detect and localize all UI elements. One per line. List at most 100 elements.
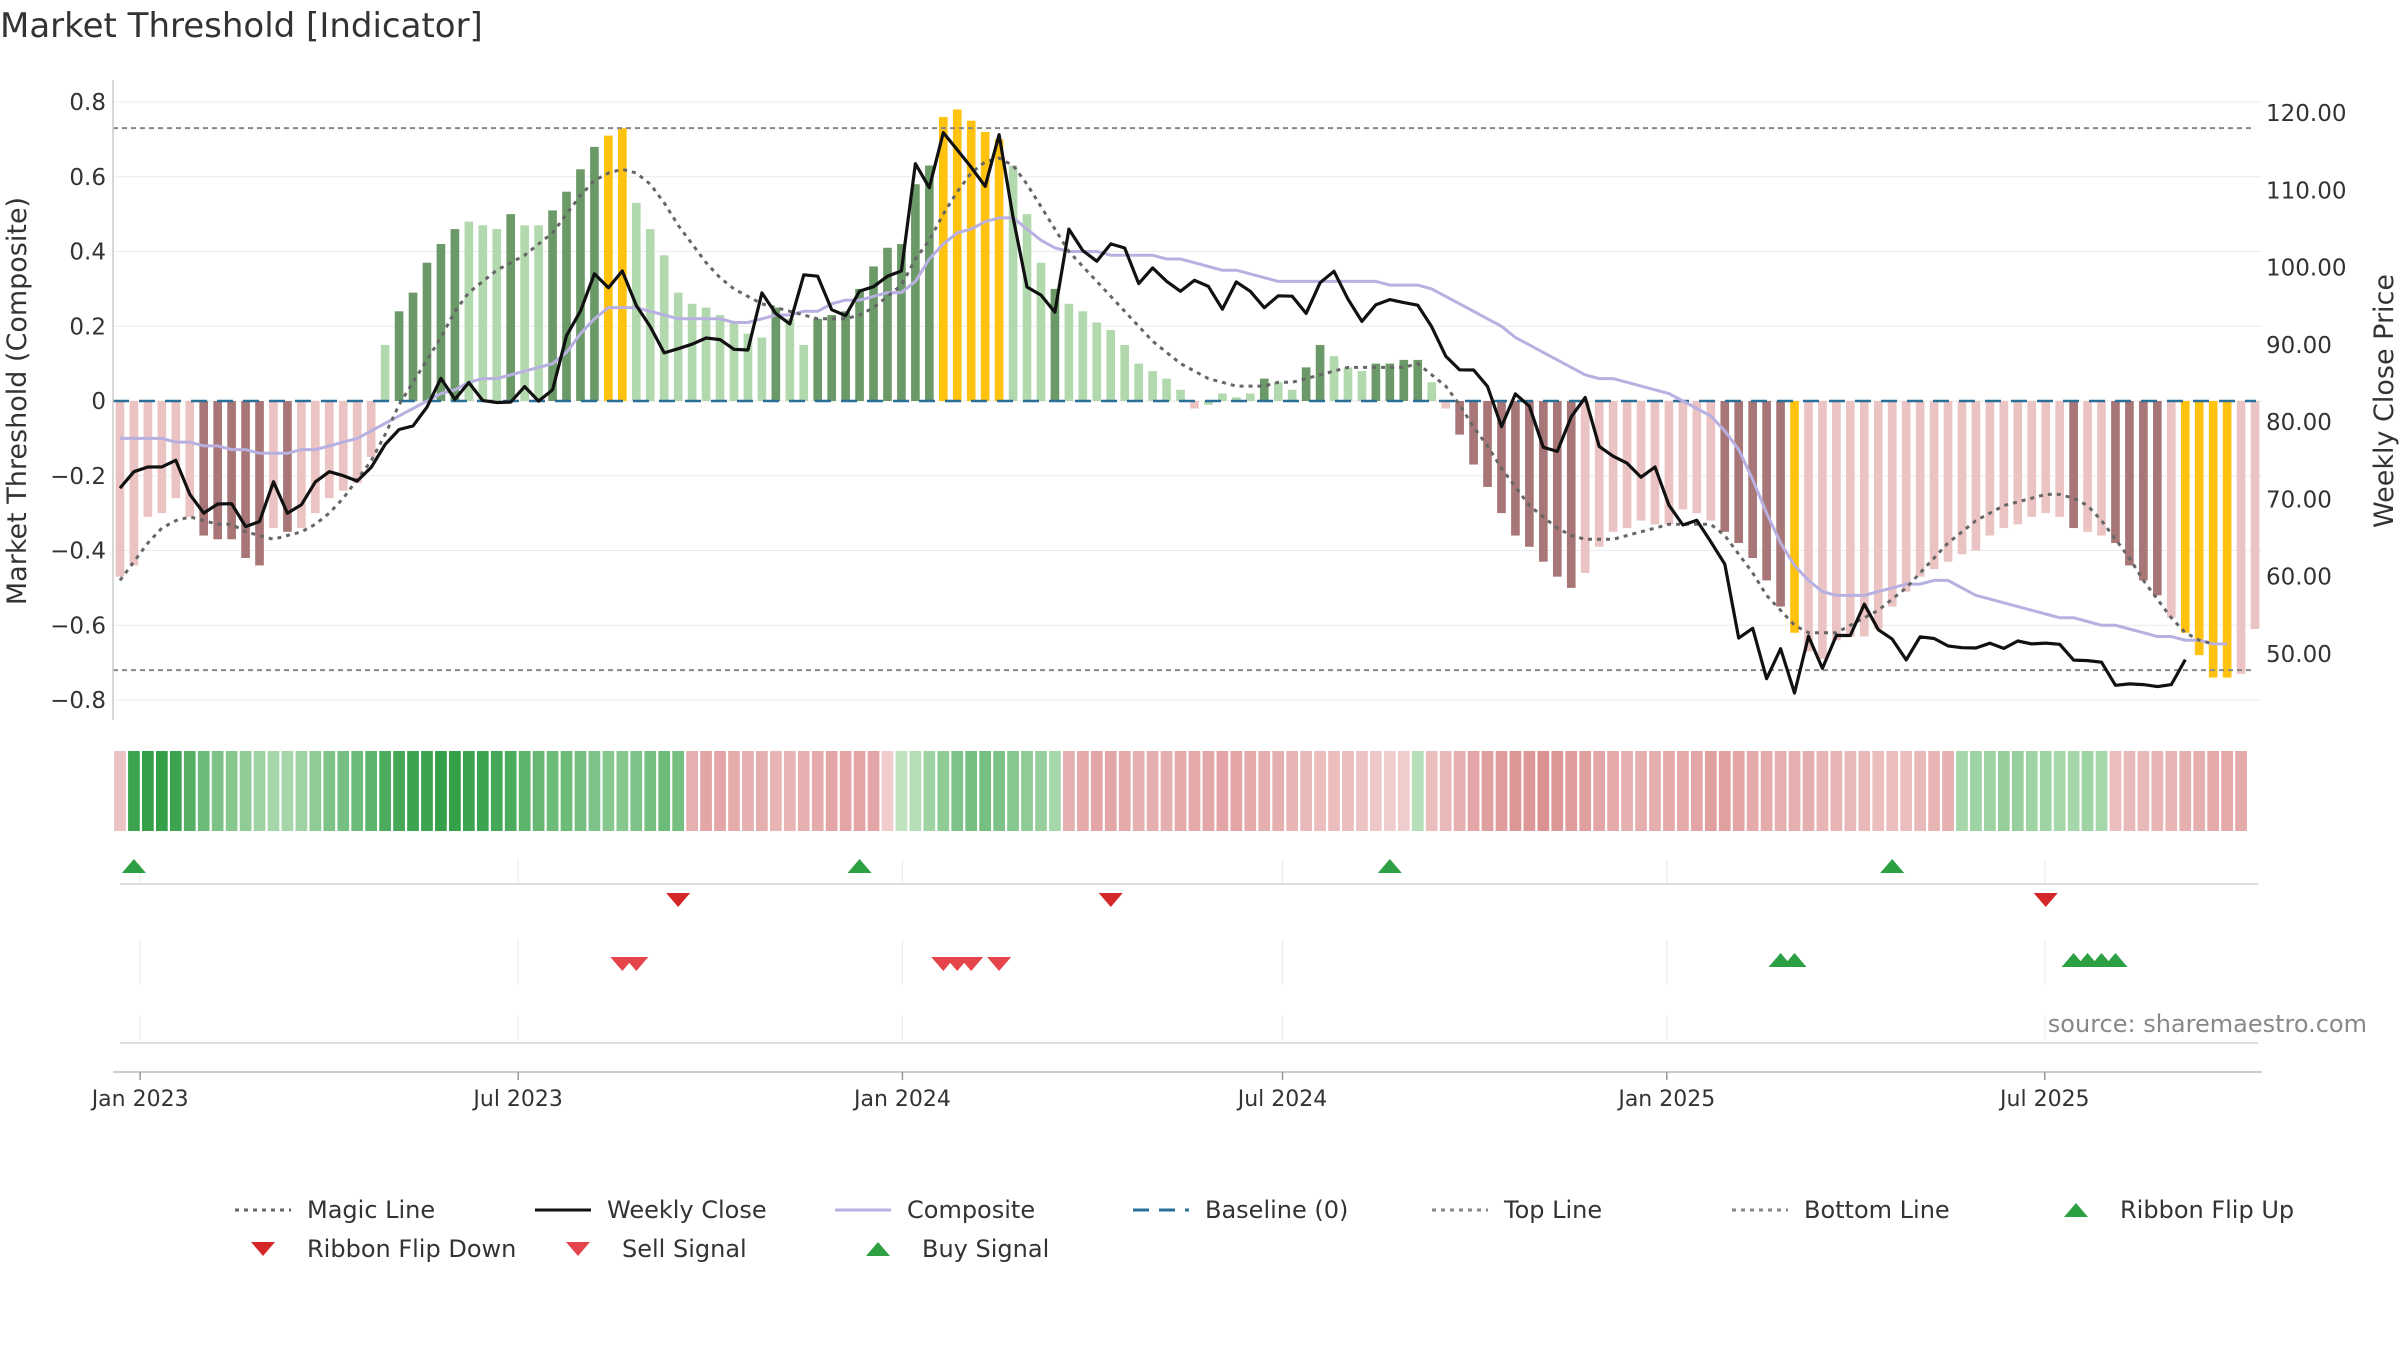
legend-label: Sell Signal — [622, 1235, 747, 1263]
ribbon-cell — [825, 751, 838, 831]
composite-bar — [1218, 393, 1227, 401]
composite-bar — [1036, 262, 1046, 401]
composite-bar — [1580, 401, 1590, 573]
ribbon-flip-up-marker — [1377, 859, 1402, 873]
composite-bar — [1971, 401, 1981, 551]
ribbon-cell — [1956, 751, 1968, 831]
ribbon-cell — [2179, 751, 2192, 831]
ribbon-cell — [476, 751, 489, 831]
legend-label: Weekly Close — [607, 1196, 767, 1224]
sell-signal-marker — [624, 957, 649, 971]
ribbon-cell — [407, 751, 419, 831]
y2-tick-label: 80.00 — [2266, 410, 2332, 436]
ribbon-cell — [1537, 751, 1550, 831]
composite-bar — [1162, 378, 1171, 401]
ribbon-cell — [1565, 751, 1578, 831]
ribbon-flip-down-marker — [666, 893, 691, 907]
ribbon-cell — [1146, 751, 1159, 831]
composite-bar — [324, 401, 334, 499]
legend-label: Baseline (0) — [1205, 1196, 1348, 1224]
ribbon-flip-up-marker — [121, 859, 146, 873]
ribbon-cell — [881, 751, 894, 831]
ribbon-cell — [2067, 751, 2080, 831]
legend-item: Magic Line — [235, 1196, 435, 1224]
composite-bar — [311, 401, 320, 514]
composite-bar — [1929, 401, 1939, 570]
legend: Magic Line Weekly Close Composite Baseline … — [235, 1196, 2294, 1263]
ribbon-cell — [2011, 751, 2024, 831]
composite-bar — [2180, 401, 2190, 633]
ribbon-cell — [155, 751, 168, 831]
ribbon-cell — [769, 751, 782, 831]
ribbon-cell — [504, 751, 517, 831]
composite-line — [120, 216, 2228, 646]
composite-bar — [2013, 401, 2023, 525]
composite-bar — [478, 225, 488, 401]
ribbon-cell — [1677, 751, 1689, 831]
ribbon-cell — [797, 751, 810, 831]
ribbon-cell — [142, 751, 154, 831]
composite-bar — [2139, 401, 2148, 581]
y2-tick-label: 110.00 — [2266, 178, 2346, 204]
composite-bar — [366, 401, 376, 458]
composite-bar — [1720, 401, 1730, 532]
ribbon-cell — [1230, 751, 1243, 831]
ribbon-cell — [1300, 751, 1312, 831]
ribbon-cell — [1356, 751, 1368, 831]
composite-bar — [1259, 378, 1269, 401]
ribbon-cell — [295, 751, 308, 831]
composite-bar — [380, 344, 390, 401]
ribbon-cell — [644, 751, 657, 831]
composite-bar — [1273, 382, 1283, 401]
ribbon-cell — [1007, 751, 1019, 831]
ribbon-cell — [490, 751, 503, 831]
ribbon-cell — [309, 751, 322, 831]
composite-bar — [1050, 288, 1060, 401]
legend-label: Top Line — [1503, 1196, 1602, 1224]
y2-tick-label: 90.00 — [2266, 333, 2332, 359]
ribbon-cell — [1035, 751, 1047, 831]
ribbon-cell — [1886, 751, 1899, 831]
composite-bar — [673, 292, 683, 401]
ribbon-cell — [421, 751, 433, 831]
composite-bar — [604, 135, 613, 401]
composite-bar — [2166, 401, 2176, 618]
composite-bar — [841, 311, 850, 401]
composite-bars — [115, 109, 2260, 678]
composite-bar — [2153, 401, 2162, 596]
composite-bar — [1078, 311, 1088, 401]
composite-bar — [1287, 389, 1297, 401]
ribbon-cell — [1104, 751, 1117, 831]
ribbon-cell — [1732, 751, 1745, 831]
ribbon-cell — [1844, 751, 1857, 831]
composite-bar — [743, 333, 753, 401]
composite-bar — [185, 401, 195, 517]
composite-bar — [1413, 359, 1423, 401]
composite-bar — [1985, 401, 1995, 536]
x-tick-label: Jan 2024 — [852, 1087, 951, 1112]
legend-swatch — [566, 1242, 590, 1256]
ribbon-cell — [1328, 751, 1340, 831]
composite-bar — [1706, 401, 1716, 521]
ribbon-cell — [1216, 751, 1229, 831]
composite-bar — [813, 318, 823, 401]
ribbon-cell — [518, 751, 531, 831]
composite-bar — [283, 401, 292, 532]
composite-bar — [394, 311, 404, 401]
composite-bar — [1469, 401, 1478, 465]
ribbon-flip-down-marker — [2033, 893, 2058, 907]
composite-bar — [241, 401, 250, 558]
ribbon-cell — [1997, 751, 2010, 831]
ribbon-cell — [1788, 751, 1801, 831]
composite-bar — [757, 337, 767, 401]
line-layer — [113, 127, 2256, 695]
ribbon-cell — [435, 751, 447, 831]
composite-bar — [422, 262, 432, 401]
ribbon-cell — [1970, 751, 1982, 831]
ribbon-cell — [1509, 751, 1522, 831]
y2-tick-label: 120.00 — [2266, 101, 2346, 127]
legend-item: Ribbon Flip Down — [251, 1235, 516, 1263]
ribbon-cell — [197, 751, 210, 831]
ribbon-cell — [1900, 751, 1913, 831]
